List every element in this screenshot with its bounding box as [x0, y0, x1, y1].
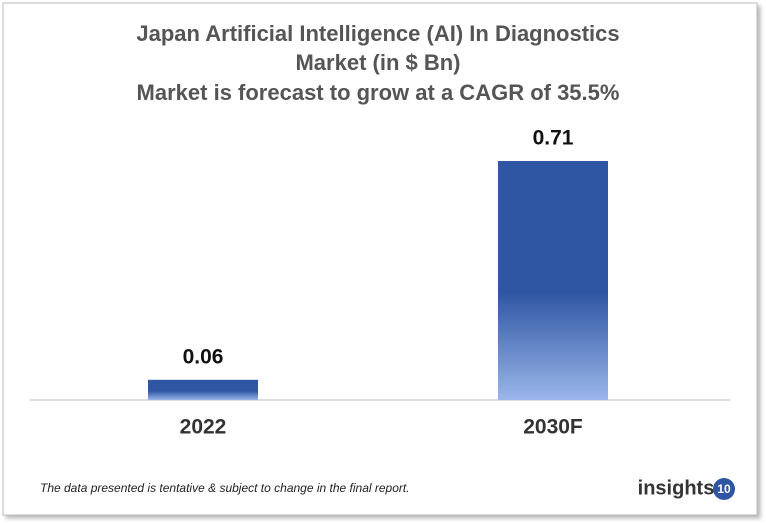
chart-title: Japan Artificial Intelligence (AI) In Di… — [136, 21, 619, 46]
chart-title: Market (in $ Bn) — [295, 50, 460, 75]
logo-badge-circle — [713, 478, 735, 500]
footnote: The data presented is tentative & subjec… — [40, 481, 410, 495]
value-label: 0.06 — [183, 345, 224, 368]
logo: insights — [638, 477, 715, 499]
chart-subtitle: Market is forecast to grow at a CAGR of … — [137, 80, 620, 105]
bar — [498, 161, 608, 400]
x-tick-label: 2022 — [180, 416, 227, 439]
bar — [148, 379, 258, 400]
frame — [2, 2, 758, 516]
logo-badge: 10 — [717, 482, 731, 496]
value-label: 0.71 — [533, 127, 574, 150]
x-tick-label: 2030F — [523, 416, 583, 439]
